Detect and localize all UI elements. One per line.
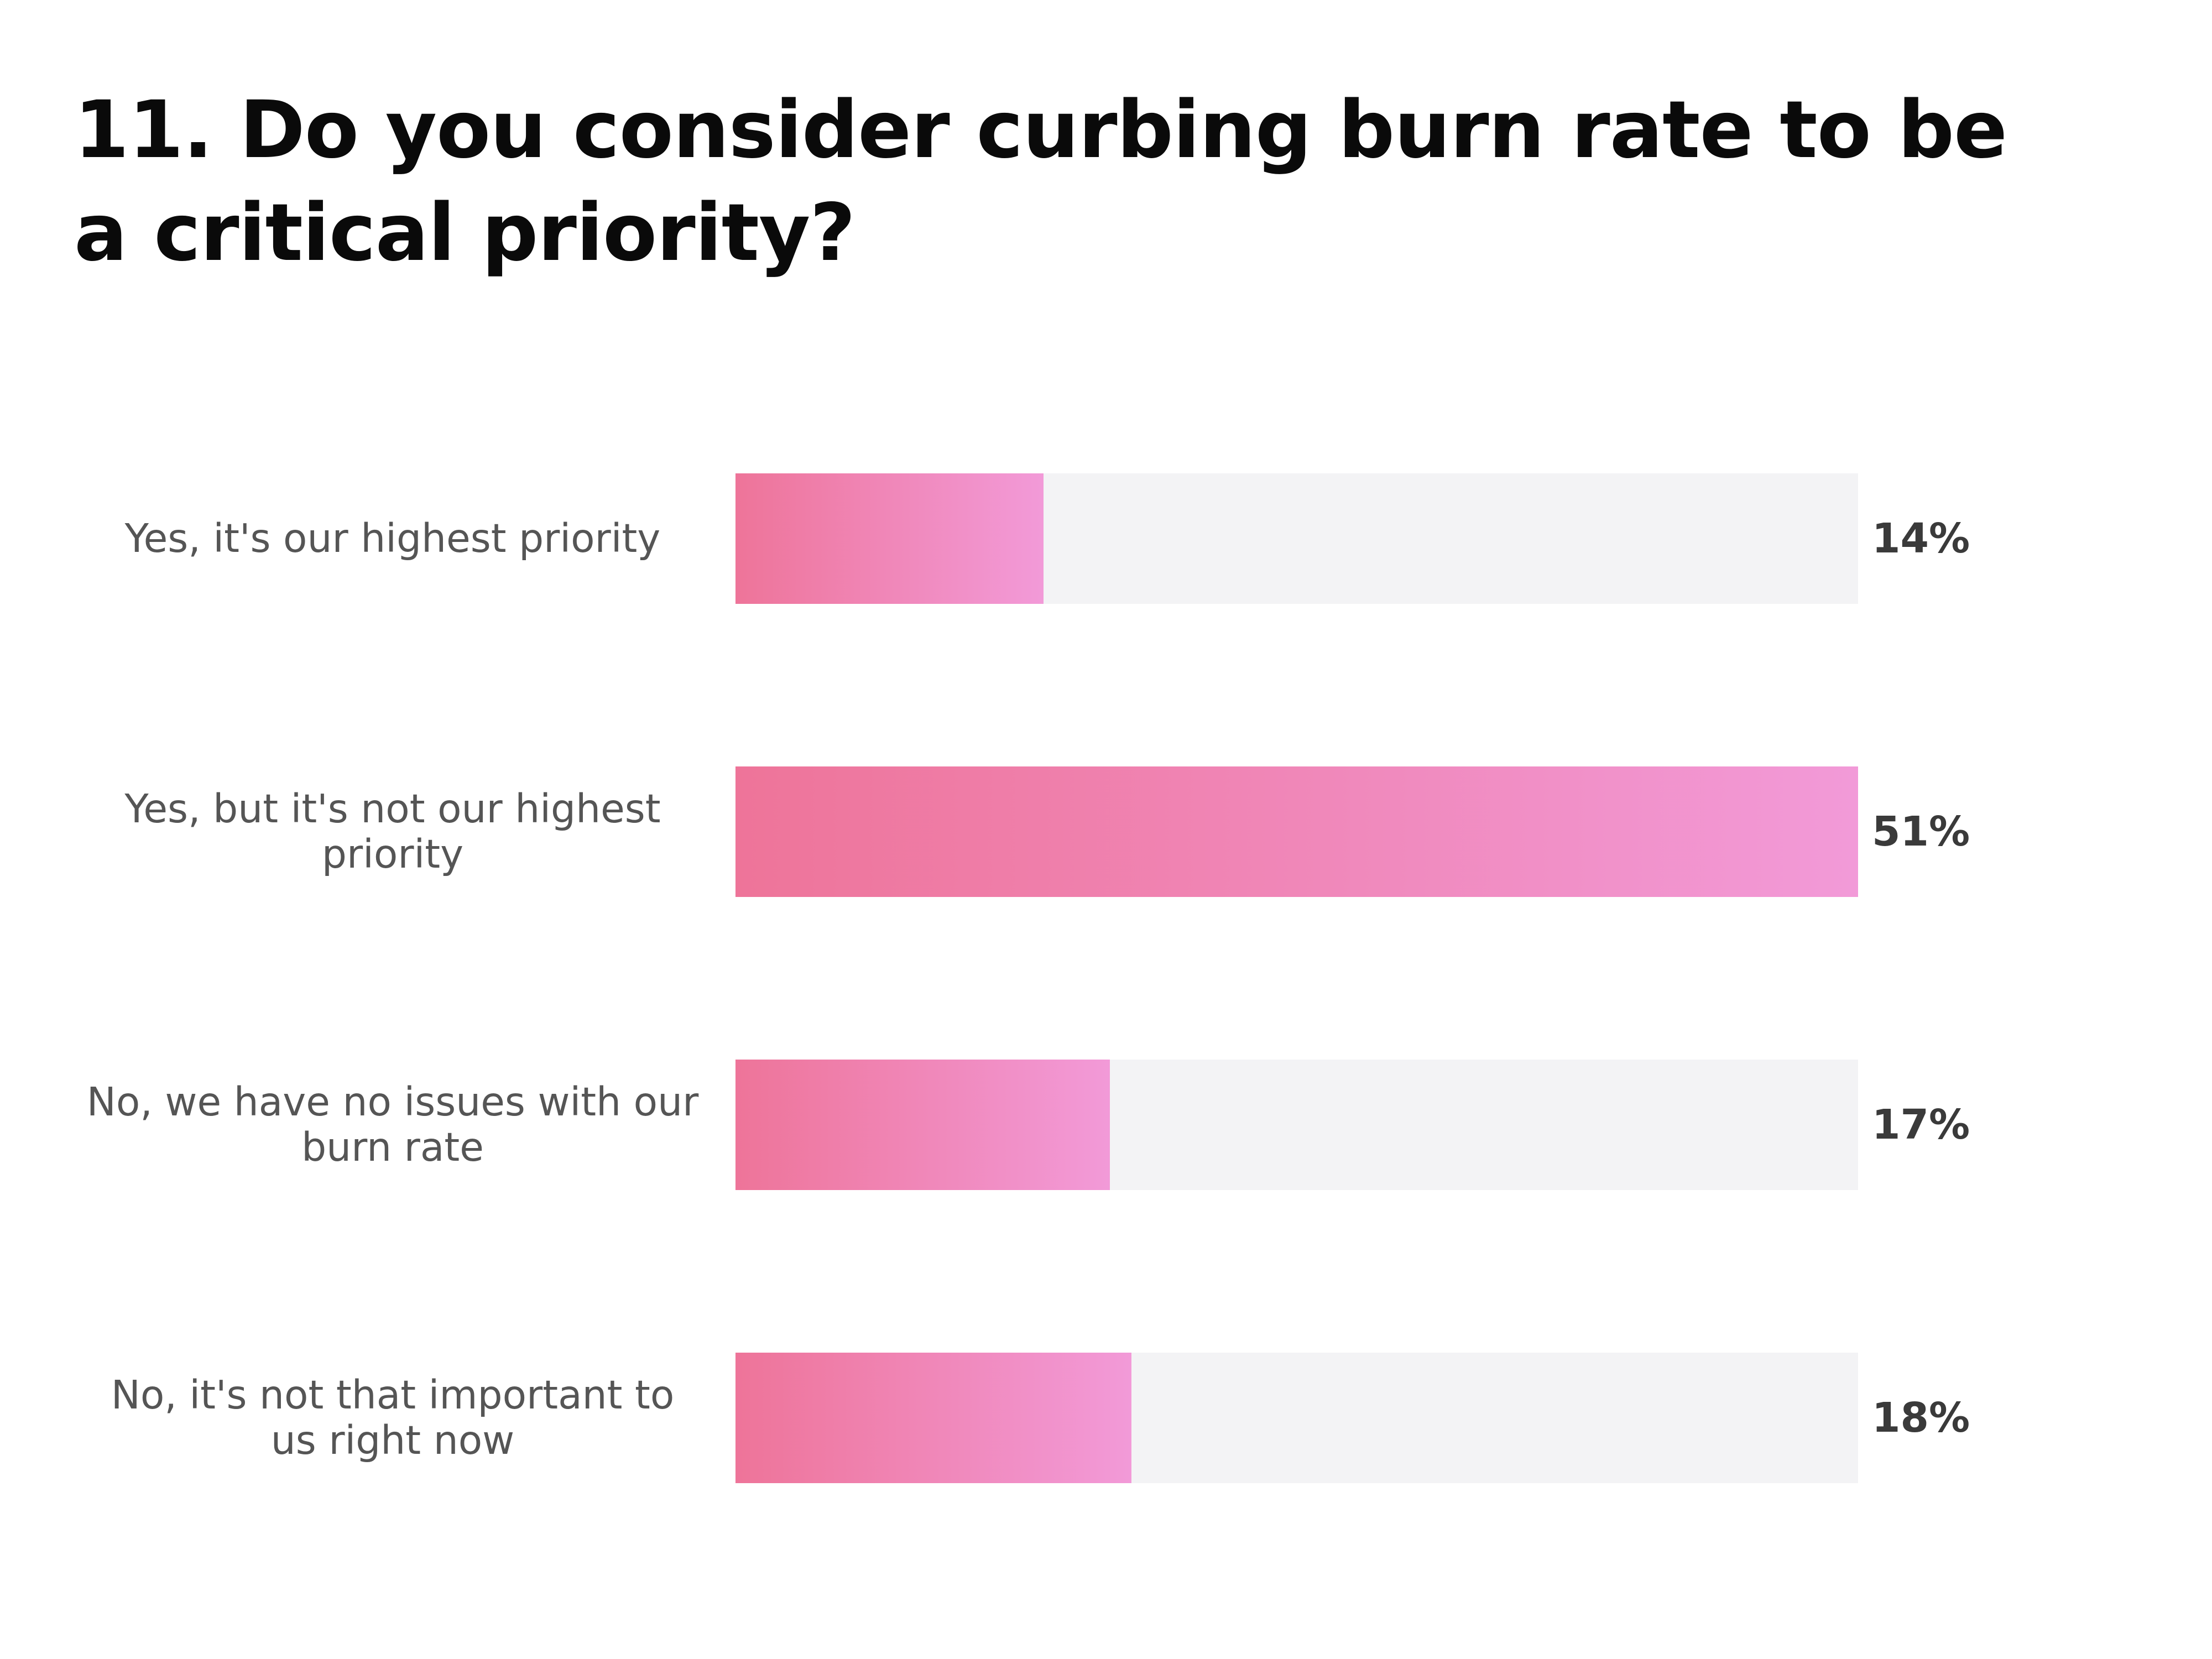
- bar-track: [735, 1353, 1858, 1483]
- bar-track: [735, 766, 1858, 897]
- category-label: No, it's not that important to us right …: [111, 1372, 675, 1463]
- category-label: No, we have no issues with our burn rate: [86, 1079, 699, 1170]
- value-label: 14%: [1872, 515, 1970, 562]
- chart-title: 11. Do you consider curbing burn rate to…: [74, 84, 2007, 279]
- bar: [735, 766, 1858, 897]
- category-label: Yes, it's our highest priority: [124, 515, 661, 561]
- value-label: 17%: [1872, 1101, 1970, 1149]
- value-label: 51%: [1872, 808, 1970, 855]
- bar: [735, 1060, 1110, 1190]
- category-label: Yes, but it's not our highest priority: [124, 786, 661, 877]
- bar: [735, 1353, 1132, 1483]
- value-label: 18%: [1872, 1394, 1970, 1442]
- bar-track: [735, 473, 1858, 604]
- bar: [735, 473, 1044, 604]
- bar-track: [735, 1060, 1858, 1190]
